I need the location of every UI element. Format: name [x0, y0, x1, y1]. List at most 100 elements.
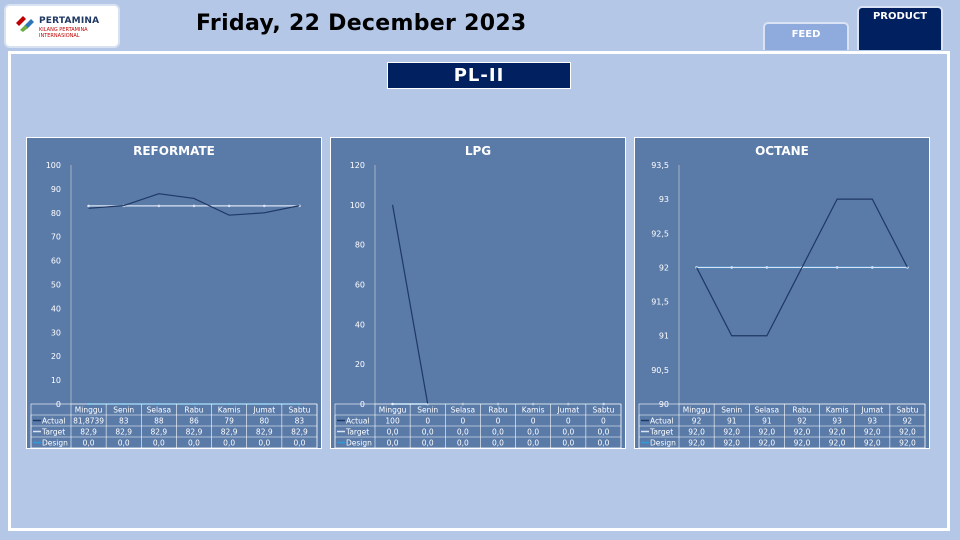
- data-label: 0,0: [258, 439, 270, 448]
- pertamina-logo: PERTAMINA KILANG PERTAMINA INTERNASIONAL: [4, 4, 120, 48]
- y-tick-label: 50: [51, 281, 61, 290]
- data-label: 82,9: [186, 428, 203, 437]
- data-label: 93: [868, 417, 878, 426]
- y-tick-label: 60: [355, 281, 365, 290]
- data-label: 0: [460, 417, 465, 426]
- x-tick-label: Sabtu: [897, 406, 919, 415]
- page-title: PL-II: [387, 62, 571, 89]
- y-tick-label: 91,5: [651, 298, 669, 307]
- data-label: 0: [566, 417, 571, 426]
- chart-panel-octane: OCTANE 90 90,5 91 91,5 92 92,5 93 93,5 Minggu Seni…: [634, 137, 930, 449]
- data-label: 79: [224, 417, 234, 426]
- data-label: 0: [496, 417, 501, 426]
- chart-title: OCTANE: [755, 144, 809, 158]
- legend-label-actual: Actual: [650, 417, 674, 426]
- data-label: 82,9: [256, 428, 273, 437]
- legend-label-target: Target: [345, 428, 369, 437]
- legend-label-actual: Actual: [346, 417, 370, 426]
- y-tick-label: 80: [355, 241, 365, 250]
- data-point-target: [870, 266, 874, 269]
- chart-octane: OCTANE 90 90,5 91 91,5 92 92,5 93 93,5 Minggu Seni…: [638, 144, 926, 448]
- y-tick-label: 30: [51, 328, 61, 337]
- tab-product[interactable]: PRODUCT: [857, 6, 943, 50]
- data-label: 92,0: [899, 439, 916, 448]
- chart-reformate: REFORMATE 0 10 20 30 40 50 60 70 80 90 100 Minggu Sen…: [30, 144, 318, 448]
- x-tick-label: Rabu: [792, 406, 811, 415]
- y-tick-label: 0: [56, 400, 61, 409]
- data-label: 0,0: [422, 428, 434, 437]
- x-tick-label: Selasa: [755, 406, 780, 415]
- x-tick-label: Minggu: [683, 406, 711, 415]
- chart-title: LPG: [465, 144, 491, 158]
- x-tick-label: Minggu: [379, 406, 407, 415]
- data-label: 0: [531, 417, 536, 426]
- logo-name: PERTAMINA: [39, 16, 100, 26]
- data-label: 92,0: [723, 428, 740, 437]
- data-label: 0,0: [492, 428, 504, 437]
- y-tick-label: 90: [659, 400, 669, 409]
- data-point-target: [87, 204, 90, 208]
- pertamina-logo-icon: [16, 16, 34, 32]
- report-date: Friday, 22 December 2023: [196, 11, 527, 36]
- data-point-target: [157, 204, 161, 208]
- series-line-actual: [391, 204, 604, 405]
- data-label: 92,0: [794, 428, 811, 437]
- data-label: 0,0: [457, 428, 469, 437]
- y-tick-label: 90: [51, 185, 61, 194]
- data-point-target: [730, 266, 734, 269]
- y-tick-label: 10: [51, 376, 61, 385]
- data-label: 0,0: [188, 439, 200, 448]
- data-label: 82,9: [291, 428, 308, 437]
- y-tick-label: 91: [659, 332, 669, 341]
- tab-feed[interactable]: FEED: [763, 22, 849, 50]
- legend-label-target: Target: [41, 428, 65, 437]
- x-tick-label: Jumat: [252, 406, 275, 415]
- data-point-target: [765, 266, 769, 269]
- data-label: 92,0: [759, 428, 776, 437]
- data-point-target: [835, 266, 839, 269]
- data-label: 0,0: [387, 439, 399, 448]
- y-tick-label: 0: [360, 400, 365, 409]
- data-label: 0,0: [422, 439, 434, 448]
- data-label: 92,0: [899, 428, 916, 437]
- data-label: 92,0: [759, 439, 776, 448]
- x-tick-label: Rabu: [488, 406, 507, 415]
- logo-subtitle: KILANG PERTAMINA INTERNASIONAL: [39, 27, 88, 39]
- x-tick-label: Senin: [721, 406, 742, 415]
- data-label: 0: [601, 417, 606, 426]
- x-tick-label: Kamis: [218, 406, 241, 415]
- y-tick-label: 90,5: [651, 366, 669, 375]
- data-label: 0,0: [527, 439, 539, 448]
- legend-label-design: Design: [346, 439, 372, 448]
- data-point-target: [227, 204, 231, 208]
- data-label: 80: [260, 417, 270, 426]
- x-tick-label: Minggu: [75, 406, 103, 415]
- series-line-actual: [696, 198, 908, 337]
- x-tick-label: Senin: [417, 406, 438, 415]
- chart-title: REFORMATE: [133, 144, 215, 158]
- data-label: 92: [903, 417, 913, 426]
- data-label: 92,0: [864, 439, 881, 448]
- data-label: 82,9: [115, 428, 132, 437]
- data-label: 93: [832, 417, 842, 426]
- data-point-target: [262, 204, 266, 208]
- series-line-actual: [88, 193, 300, 216]
- data-label: 91: [727, 417, 737, 426]
- legend-label-target: Target: [649, 428, 673, 437]
- data-label: 92: [692, 417, 702, 426]
- x-tick-label: Selasa: [451, 406, 476, 415]
- y-tick-label: 100: [46, 161, 61, 170]
- y-tick-label: 93,5: [651, 161, 669, 170]
- data-label: 0,0: [492, 439, 504, 448]
- x-tick-label: Rabu: [184, 406, 203, 415]
- chart-lpg: LPG 0 20 40 60 80 100 120 Minggu Senin Selasa Rabu K…: [334, 144, 622, 448]
- data-label: 0,0: [293, 439, 305, 448]
- x-tick-label: Kamis: [826, 406, 849, 415]
- data-label: 92,0: [723, 439, 740, 448]
- data-label: 92,0: [688, 439, 705, 448]
- legend-label-design: Design: [650, 439, 676, 448]
- data-label: 92: [797, 417, 807, 426]
- y-tick-label: 100: [350, 201, 365, 210]
- data-label: 0,0: [562, 439, 574, 448]
- y-tick-label: 92: [659, 263, 669, 272]
